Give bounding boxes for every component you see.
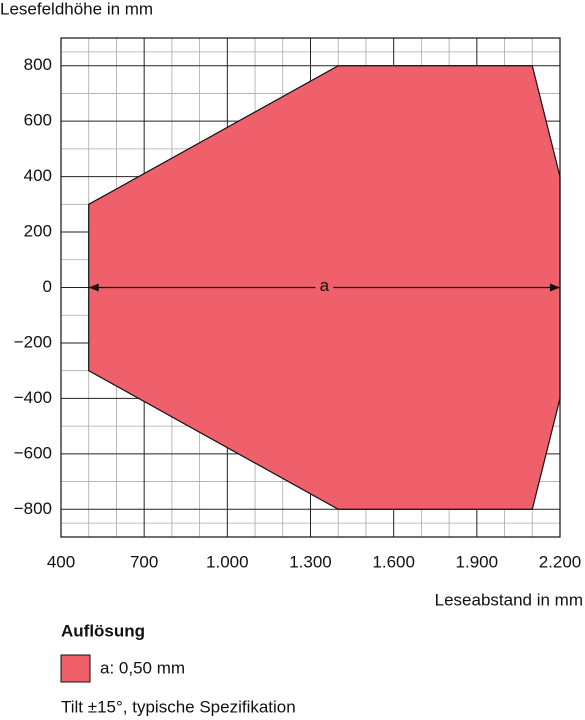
- y-tick-label: 600: [24, 111, 52, 130]
- y-tick-label: 800: [24, 55, 52, 74]
- x-tick-label: 1.600: [372, 552, 415, 571]
- y-tick-label: −600: [14, 443, 52, 462]
- legend-title: Auflösung: [61, 621, 145, 640]
- x-tick-label: 700: [130, 552, 158, 571]
- label-bg: [315, 277, 334, 298]
- legend-label: a: 0,50 mm: [100, 658, 185, 677]
- arrow-head: [88, 283, 99, 292]
- x-axis-label: Leseabstand in mm: [435, 590, 583, 609]
- y-tick-label: 200: [24, 222, 52, 241]
- legend-swatch: [60, 654, 91, 683]
- x-tick-label: 1.000: [206, 552, 249, 571]
- arrow-head: [550, 283, 560, 292]
- x-tick-label: 1.300: [289, 552, 332, 571]
- y-tick-label: −800: [14, 499, 52, 518]
- y-tick-label: 400: [24, 166, 52, 185]
- note: Tilt ±15°, typische Spezifikation: [61, 697, 296, 716]
- x-tick-label: 1.900: [456, 552, 499, 571]
- y-axis-label: Lesefeldhöhe in mm: [0, 0, 153, 18]
- y-tick-label: −200: [14, 332, 52, 351]
- x-tick-label: 2.200: [539, 552, 582, 571]
- y-tick-label: 0: [43, 277, 52, 296]
- annotation: a: [320, 276, 330, 295]
- x-tick-label: 400: [47, 552, 75, 571]
- y-tick-label: −400: [14, 388, 52, 407]
